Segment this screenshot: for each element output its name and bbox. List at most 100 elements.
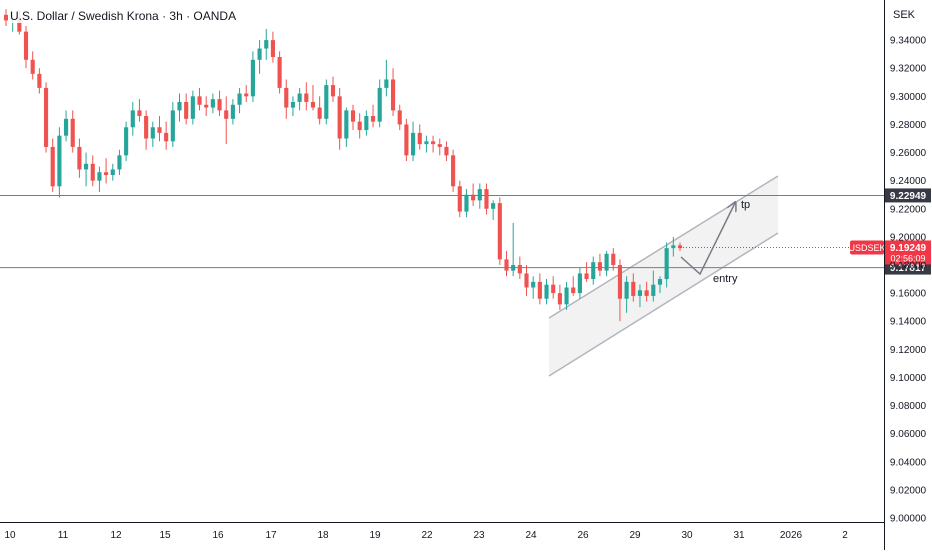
candle-body bbox=[531, 281, 536, 288]
candle-body bbox=[330, 85, 336, 97]
candle bbox=[404, 118, 409, 161]
candle bbox=[477, 183, 482, 209]
candle-body bbox=[230, 104, 235, 119]
candle bbox=[177, 93, 182, 122]
candle bbox=[664, 242, 669, 288]
currency-label[interactable]: SEK bbox=[892, 9, 915, 21]
projection-arrow bbox=[680, 203, 735, 276]
candle bbox=[330, 76, 336, 102]
candle bbox=[84, 152, 89, 187]
candle bbox=[617, 259, 623, 322]
candle bbox=[224, 96, 229, 145]
candle bbox=[471, 183, 476, 206]
candle bbox=[290, 96, 296, 117]
candle bbox=[637, 284, 643, 308]
candle-body bbox=[277, 56, 282, 88]
candle-body bbox=[390, 79, 396, 111]
candle bbox=[651, 270, 656, 302]
candle bbox=[150, 121, 155, 147]
channel-upper-line bbox=[548, 175, 779, 319]
candle-body bbox=[164, 132, 169, 142]
candle bbox=[370, 104, 376, 128]
tp-annotation: tp bbox=[741, 199, 750, 211]
candle bbox=[491, 200, 496, 221]
candle-body bbox=[97, 172, 102, 181]
candle-body bbox=[591, 262, 596, 280]
candle bbox=[137, 99, 142, 122]
candle bbox=[584, 262, 589, 282]
y-tick-label: 9.24000 bbox=[890, 176, 927, 187]
candle-body bbox=[297, 93, 302, 102]
candle bbox=[444, 141, 449, 161]
candle-body bbox=[624, 281, 629, 299]
candle-body bbox=[604, 253, 609, 271]
candle-body bbox=[270, 40, 275, 57]
candle bbox=[124, 121, 129, 161]
candle-body bbox=[304, 93, 309, 102]
entry-annotation: entry bbox=[713, 273, 738, 285]
y-tick-label: 9.28000 bbox=[890, 120, 927, 131]
candle bbox=[70, 110, 75, 153]
candle bbox=[204, 96, 209, 117]
candle-body bbox=[130, 110, 135, 128]
candle-body bbox=[671, 245, 676, 249]
candle-body bbox=[50, 146, 55, 187]
candle bbox=[110, 163, 115, 181]
candle-body bbox=[177, 101, 182, 111]
candle bbox=[164, 121, 169, 150]
candle-body bbox=[137, 110, 142, 117]
candle-body bbox=[3, 14, 9, 21]
candle-body bbox=[197, 96, 202, 105]
candle-body bbox=[204, 104, 209, 108]
candle-body bbox=[17, 17, 22, 32]
candle bbox=[357, 113, 362, 139]
candle bbox=[217, 90, 222, 117]
candle-body bbox=[524, 273, 529, 288]
y-tick-label: 9.26000 bbox=[890, 148, 927, 159]
x-tick-label: 19 bbox=[369, 530, 381, 541]
y-tick-label: 9.18000 bbox=[890, 261, 927, 272]
y-tick-label: 9.08000 bbox=[890, 401, 927, 412]
candle-body bbox=[597, 262, 602, 271]
drawings-layer bbox=[548, 175, 779, 377]
candle-body bbox=[30, 59, 35, 74]
candle bbox=[631, 273, 636, 302]
candle bbox=[130, 101, 135, 136]
candle bbox=[384, 59, 389, 97]
x-tick-label: 11 bbox=[58, 530, 69, 541]
x-tick-label: 12 bbox=[110, 530, 122, 541]
y-tick-label: 9.16000 bbox=[890, 289, 927, 300]
candle bbox=[437, 138, 442, 156]
candle bbox=[497, 197, 502, 265]
candle-body bbox=[250, 59, 255, 97]
candle bbox=[144, 110, 149, 150]
candle-body bbox=[350, 110, 356, 122]
candle bbox=[577, 267, 582, 299]
candle bbox=[457, 180, 462, 218]
candle bbox=[50, 138, 55, 192]
x-tick-label: 16 bbox=[212, 530, 224, 541]
x-tick-label: 2026 bbox=[780, 530, 803, 541]
candle-body bbox=[491, 203, 496, 209]
candle-body bbox=[290, 101, 296, 108]
candle-body bbox=[257, 48, 262, 60]
candle-body bbox=[504, 259, 509, 271]
last-price-label: 9.19249 bbox=[890, 243, 927, 254]
candle bbox=[230, 99, 235, 125]
candle-body bbox=[451, 155, 456, 187]
candle-body bbox=[224, 110, 229, 119]
symbol-title: U.S. Dollar / Swedish Krona · 3h · OANDA bbox=[8, 9, 239, 23]
candle-body bbox=[584, 273, 589, 280]
candle-body bbox=[370, 116, 376, 122]
x-tick-label: 31 bbox=[733, 530, 745, 541]
candle bbox=[3, 9, 9, 27]
candle-body bbox=[631, 281, 636, 296]
candle-body bbox=[110, 169, 115, 176]
candle-body bbox=[357, 121, 362, 131]
candle bbox=[57, 127, 62, 198]
candle-body bbox=[617, 265, 623, 299]
candle bbox=[417, 124, 422, 150]
symbol-tag bbox=[850, 240, 884, 255]
